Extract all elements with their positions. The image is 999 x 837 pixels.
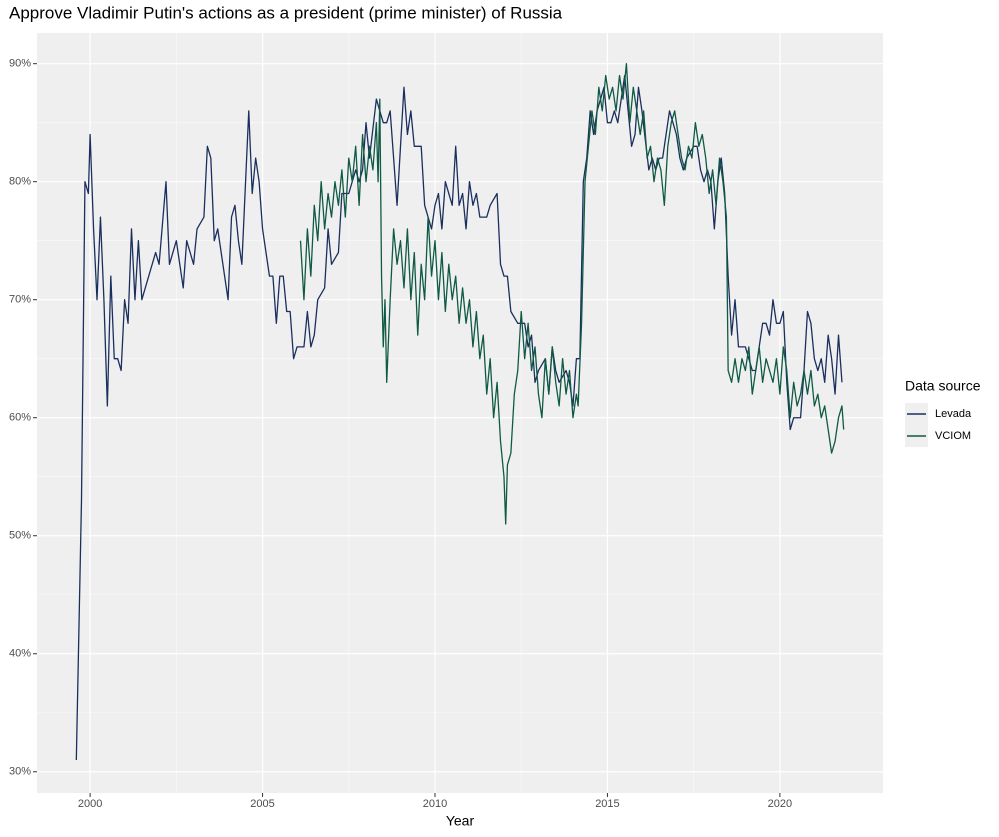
y-tick-label: 80% (9, 176, 31, 188)
x-tick-label: 2010 (423, 798, 447, 810)
y-tick-label: 40% (9, 648, 31, 660)
chart-title: Approve Vladimir Putin's actions as a pr… (9, 3, 563, 22)
y-tick-label: 60% (9, 412, 31, 424)
y-tick-label: 50% (9, 530, 31, 542)
x-axis-title: Year (446, 813, 475, 829)
series-line (299, 63, 845, 525)
x-tick-label: 2015 (595, 798, 619, 810)
series-line (75, 74, 843, 760)
x-tick-label: 2020 (768, 798, 792, 810)
plot-panel (37, 33, 883, 793)
legend-title: Data source (905, 378, 981, 394)
y-tick-label: 70% (9, 294, 31, 306)
legend-label: Levada (935, 408, 972, 420)
x-tick-label: 2000 (78, 798, 102, 810)
x-tick-label: 2005 (250, 798, 274, 810)
y-tick-label: 30% (9, 766, 31, 778)
legend-label: VCIOM (935, 430, 971, 442)
y-tick-label: 90% (9, 58, 31, 70)
